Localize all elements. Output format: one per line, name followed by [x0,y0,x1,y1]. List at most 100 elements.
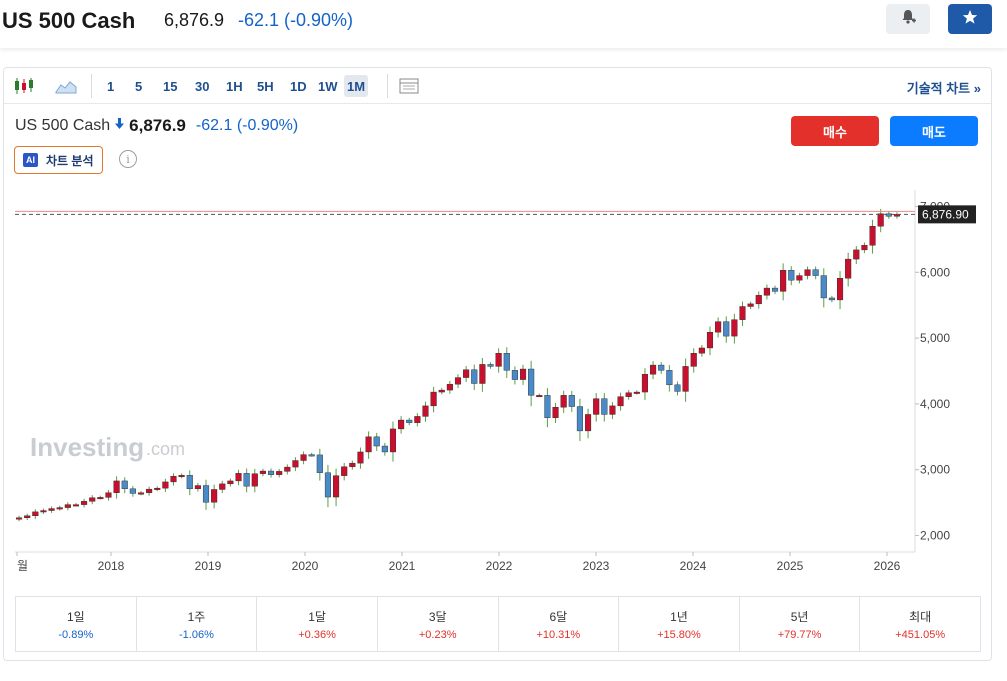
candle-body [617,396,624,407]
candle-body [268,470,275,475]
candle-body [820,275,827,299]
timeframe-5[interactable]: 5 [135,78,143,94]
candle-body [398,419,405,430]
candle-body [511,370,518,380]
technical-chart-link[interactable]: 기술적 차트 » [906,81,981,96]
candle-body [48,508,55,511]
x-tick-label: 2020 [292,559,319,573]
x-tick-label: 2025 [777,559,804,573]
performance-value: +10.31% [536,628,581,641]
candle-body [414,416,421,423]
candle-body [105,492,112,498]
candle-body [186,475,193,490]
timeframe-1[interactable]: 1 [107,78,115,94]
performance-period-label: 1일 [66,609,85,624]
candle-body [682,366,689,392]
candle-body [300,454,307,461]
timeframe-1h[interactable]: 1H [226,78,243,94]
candle-body [365,436,372,453]
candle-body [828,297,835,301]
candle-body [869,226,876,246]
toolbar-divider [387,74,388,98]
timeframe-1m[interactable]: 1M [344,75,369,97]
timeframe-5h[interactable]: 5H [257,78,274,94]
candle-body [316,454,323,473]
candle-body [446,383,453,391]
candle-body [593,398,600,415]
candle-body [788,270,795,281]
performance-cell: 5년 +79.77% [740,597,861,651]
x-tick-label: 2018 [98,559,125,573]
sell-button[interactable]: 매도 [890,116,978,146]
area-chart-type-icon[interactable] [54,75,78,97]
candle-body [715,321,722,333]
candle-body [430,391,437,407]
candle-body [235,473,242,482]
candle-body [40,510,47,513]
performance-table: 1일 -0.89% 1주 -1.06% 1달 +0.36% 3달 +0.23% 6달 +10.31… [15,596,981,652]
candle-body [373,436,380,447]
candle-body [585,414,592,432]
candle-body [723,321,730,337]
buy-button[interactable]: 매수 [791,116,879,146]
candle-body [495,353,502,367]
add-alert-button[interactable] [886,4,930,34]
performance-cell: 6달 +10.31% [499,597,620,651]
candle-body [690,353,697,367]
candle-body [463,369,470,378]
candle-body [137,492,145,495]
instrument-header: US 500 Cash 6,876.9 -62.1 (-0.90%) [0,0,1007,48]
ai-label: 차트 분석 [46,153,94,168]
instrument-price: 6,876.9 [164,10,225,30]
timeframe-1w[interactable]: 1W [318,78,338,94]
candle-body [658,364,665,371]
timeframe-30[interactable]: 30 [195,78,210,94]
info-icon[interactable]: i [119,150,137,168]
performance-cell: 1주 -1.06% [137,597,258,651]
y-tick-label: 5,000 [920,331,950,345]
last-price-tag [918,205,976,224]
candle-body [121,480,128,490]
timeframe-15[interactable]: 15 [163,78,178,94]
candle-body [129,488,136,494]
candlestick-chart-type-icon[interactable] [12,75,36,97]
candle-body [341,466,348,476]
candle-body [389,428,397,453]
candle-body [739,306,746,320]
x-tick-label: 2026 [874,559,901,573]
candle-body [454,377,462,385]
candle-body [243,473,250,487]
x-tick-label: 2019 [195,559,222,573]
candle-body [24,515,31,518]
candle-body [422,405,429,417]
performance-value: +0.36% [298,628,336,641]
instrument-change: -62.1 (-0.90%) [238,10,354,30]
candle-body [357,451,364,464]
candle-body [479,364,486,384]
candle-body [333,475,340,498]
bell-plus-icon [899,8,917,31]
data-table-icon[interactable] [397,75,421,97]
candle-body [731,319,738,337]
candle-body [349,462,356,467]
symbol-name: US 500 Cash [15,117,111,134]
candle-body [276,471,283,475]
x-tick-label: 2022 [486,559,513,573]
arrow-down-icon [114,117,125,135]
candle-body [796,275,803,281]
candle-body [641,374,648,393]
candle-body [64,504,71,508]
timeframe-1d[interactable]: 1D [290,78,307,94]
price-chart[interactable]: Investing.com2,0003,0004,0005,0006,0007,… [4,188,991,588]
performance-value: +79.77% [777,628,822,641]
candle-body [893,214,900,217]
candle-body [32,511,39,517]
y-tick-label: 2,000 [920,529,950,543]
instrument-title: US 500 Cash [2,8,136,33]
candle-body [72,504,80,507]
candle-body [154,487,161,490]
favorite-button[interactable] [948,4,992,34]
candle-body [877,213,884,227]
candle-body [487,364,494,367]
ai-chart-analysis-button[interactable]: AI 차트 분석 [14,146,103,174]
